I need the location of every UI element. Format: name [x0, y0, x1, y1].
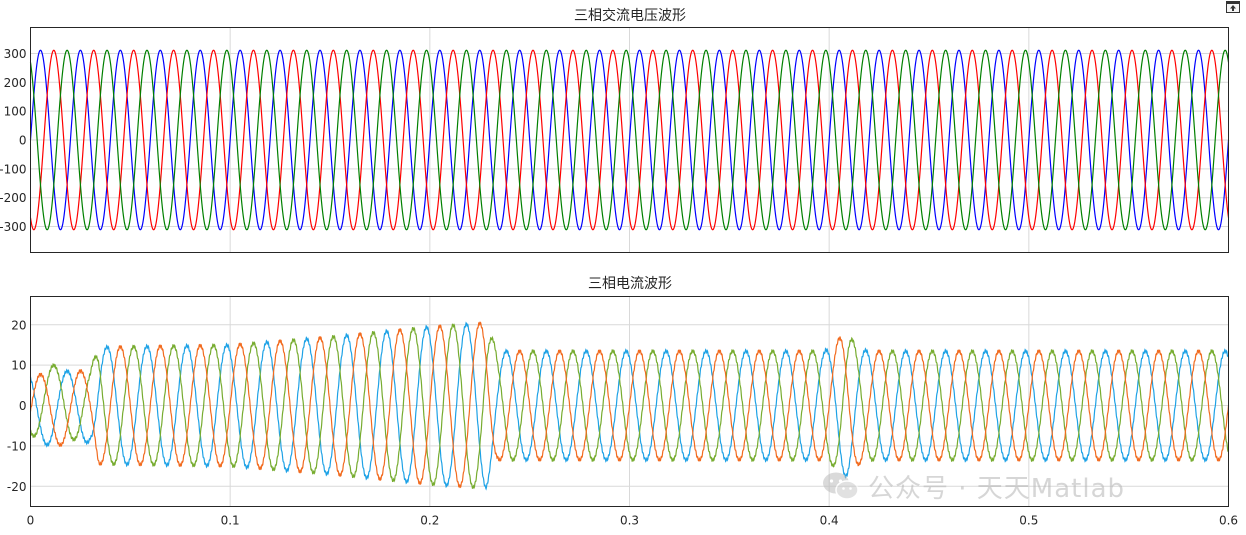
xtick-label: 0.5 — [1019, 514, 1038, 528]
voltage-phase-1-line — [29, 49, 1230, 231]
ytick-label: 0 — [19, 399, 27, 413]
ytick-label: 20 — [11, 318, 26, 332]
current-phase-1-line — [29, 321, 1230, 489]
voltage-chart-title: 三相交流电压波形 — [574, 7, 686, 24]
voltage-series-group — [29, 49, 1230, 231]
ytick-label: -100 — [0, 162, 27, 176]
ytick-label: -20 — [7, 480, 27, 494]
watermark: 公众号 · 天天Matlab — [822, 466, 1125, 506]
current-phase-2-line — [29, 323, 1229, 490]
current-phase-3-line — [29, 321, 1230, 491]
ytick-label: -200 — [0, 191, 27, 205]
current-xtick-labels: 0 0.1 0.2 0.3 0.4 0.5 0.6 — [27, 514, 1238, 528]
voltage-axes: 三相交流电压波形 -300 -200 -100 0 100 200 300 — [0, 7, 1230, 253]
current-chart-title: 三相电流波形 — [588, 276, 672, 292]
current-ytick-labels: -20 -10 0 10 20 — [7, 318, 27, 494]
xtick-label: 0.1 — [221, 514, 240, 528]
xtick-label: 0.6 — [1219, 514, 1238, 528]
ytick-label: 300 — [4, 47, 27, 61]
xtick-label: 0.3 — [620, 514, 639, 528]
voltage-axes-box — [30, 27, 1229, 253]
ytick-label: -300 — [0, 220, 27, 234]
voltage-phase-3-line — [29, 49, 1230, 231]
ytick-label: -10 — [7, 439, 27, 453]
current-series-group — [29, 321, 1230, 491]
xtick-label: 0.2 — [420, 514, 439, 528]
current-axes: 三相电流波形 -20 -10 0 10 20 0 0.1 0.2 0.3 0.4 0.5 0.6 — [7, 276, 1238, 528]
xtick-label: 0 — [27, 514, 35, 528]
ytick-label: 10 — [11, 359, 26, 373]
ytick-label: 200 — [4, 76, 27, 90]
current-grid — [30, 296, 1229, 507]
voltage-phase-2-line — [29, 49, 1230, 231]
wechat-logo-icon — [823, 472, 859, 500]
watermark-text: 公众号 · 天天Matlab — [868, 473, 1126, 504]
ytick-label: 0 — [19, 134, 27, 148]
voltage-ytick-labels: -300 -200 -100 0 100 200 300 — [0, 47, 27, 234]
xtick-label: 0.4 — [820, 514, 839, 528]
current-axes-box — [30, 296, 1229, 507]
ytick-label: 100 — [4, 105, 27, 119]
undock-figure-icon[interactable] — [1226, 1, 1240, 13]
